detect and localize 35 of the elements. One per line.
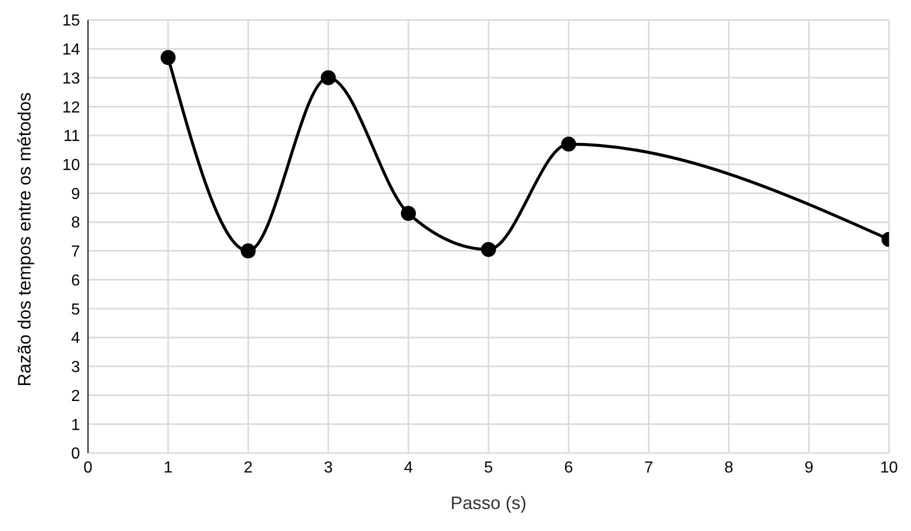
x-tick-label: 4 <box>404 459 413 476</box>
x-tick-label: 7 <box>644 459 654 476</box>
y-tick-label: 2 <box>71 388 80 405</box>
x-axis-title: Passo (s) <box>450 493 527 513</box>
y-tick-label: 1 <box>71 416 80 434</box>
y-tick-label: 14 <box>62 42 80 59</box>
y-tick-label: 3 <box>71 359 80 376</box>
y-tick-label: 10 <box>62 157 80 174</box>
x-tick-label: 2 <box>244 459 253 476</box>
y-tick-label: 8 <box>71 214 80 232</box>
point <box>481 242 496 257</box>
x-tick-label: 8 <box>724 459 734 476</box>
y-axis-title: Razão dos tempos entre os métodos <box>14 92 34 386</box>
point <box>400 206 416 221</box>
y-tick-label: 12 <box>62 99 80 116</box>
y-tick-label: 15 <box>62 12 80 30</box>
point <box>561 136 576 152</box>
y-tick-label: 0 <box>71 446 80 463</box>
y-tick-label: 7 <box>71 244 80 261</box>
point <box>240 243 256 258</box>
point <box>160 50 176 66</box>
x-tick-label: 10 <box>880 459 898 476</box>
x-tick-label: 3 <box>324 459 333 476</box>
x-tick-label: 1 <box>164 459 173 476</box>
y-tick-label: 11 <box>63 128 80 146</box>
y-tick-label: 13 <box>62 70 80 88</box>
y-tick-label: 6 <box>71 272 80 290</box>
y-tick-label: 4 <box>71 330 80 348</box>
y-tick-label: 5 <box>71 301 80 318</box>
y-tick-label: 9 <box>71 186 80 203</box>
x-tick-label: 0 <box>84 459 93 476</box>
x-tick-label: 5 <box>484 459 494 476</box>
point <box>320 70 336 86</box>
x-tick-label: 6 <box>564 459 574 476</box>
x-tick-label: 9 <box>804 459 814 476</box>
